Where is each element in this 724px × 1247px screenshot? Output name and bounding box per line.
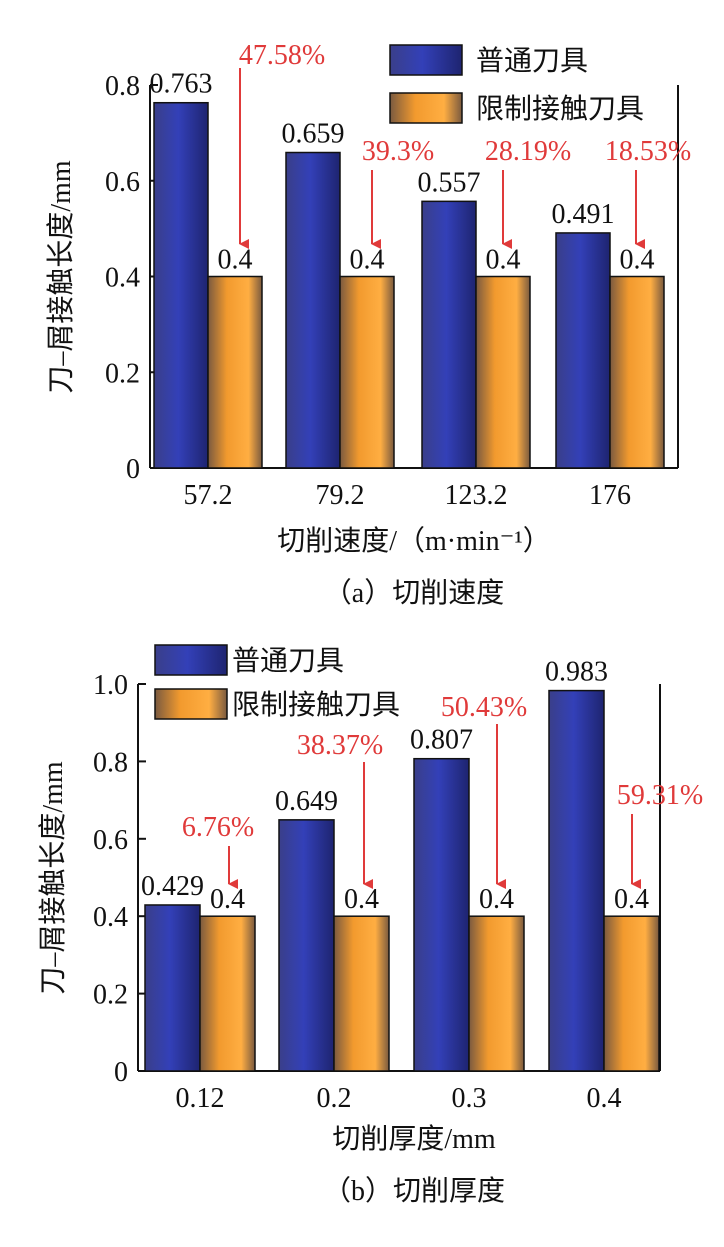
chart-a-y-tick-label: 0.4 xyxy=(105,263,140,294)
chart-a-data-label-standard: 0.763 xyxy=(150,69,213,100)
chart-a-reduction-label: 18.53% xyxy=(605,136,691,167)
chart-b-data-label-limited: 0.4 xyxy=(344,884,379,915)
chart-b-x-tick-label: 0.3 xyxy=(452,1083,487,1114)
chart-a-data-label-limited: 0.4 xyxy=(620,245,655,276)
chart-b-legend-swatch-limited xyxy=(154,688,228,720)
chart-b-bar-limited xyxy=(333,915,390,1072)
chart-b-y-tick-label: 0.6 xyxy=(93,825,128,856)
chart-a-y-tick-label: 0.2 xyxy=(105,358,140,389)
chart-a-x-axis-label: 切削速度/（m·min⁻¹） xyxy=(277,525,551,557)
chart-a-data-label-limited: 0.4 xyxy=(350,245,385,276)
chart-a-bar-limited xyxy=(339,275,395,469)
chart-b-y-tick-label: 0 xyxy=(114,1057,128,1088)
chart-b-legend-label-limited: 限制接触刀具 xyxy=(232,689,400,721)
chart-b-bar-standard xyxy=(278,819,335,1072)
chart-b-data-label-standard: 0.649 xyxy=(275,786,338,817)
chart-b-data-label-standard: 0.983 xyxy=(545,657,608,688)
chart-b-y-tick-label: 1.0 xyxy=(93,670,128,701)
chart-b-x-axis-label: 切削厚度/mm xyxy=(332,1123,496,1155)
chart-b-bar-limited xyxy=(199,915,256,1072)
chart-a-legend-label-standard: 普通刀具 xyxy=(476,45,588,77)
chart-b-data-label-limited: 0.4 xyxy=(210,884,245,915)
chart-a-x-tick-label: 79.2 xyxy=(316,480,365,511)
chart-a-bar-standard xyxy=(285,151,341,469)
chart-a-data-label-standard: 0.557 xyxy=(418,167,481,198)
chart-a-reduction-label: 28.19% xyxy=(485,136,571,167)
chart-a-bar-limited xyxy=(207,275,263,469)
chart-a-bar-standard xyxy=(153,101,209,469)
chart-a-data-label-standard: 0.659 xyxy=(282,119,345,150)
chart-a-legend-label-limited: 限制接触刀具 xyxy=(476,93,644,125)
chart-b-bar-standard xyxy=(144,904,201,1072)
chart-b-legend-label-standard: 普通刀具 xyxy=(232,645,344,677)
chart-b-legend-swatch-standard xyxy=(154,644,228,676)
chart-b-y-tick-label: 0.4 xyxy=(93,902,128,933)
chart-b-x-tick-label: 0.2 xyxy=(317,1083,352,1114)
chart-a-bar-limited xyxy=(609,275,665,469)
chart-b-reduction-label: 50.43% xyxy=(441,692,527,723)
chart-b-reduction-label: 6.76% xyxy=(182,812,254,843)
chart-a-caption: （a）切削速度 xyxy=(324,577,504,609)
chart-b-data-label-standard: 0.429 xyxy=(141,871,204,902)
chart-a-data-label-limited: 0.4 xyxy=(486,245,521,276)
chart-a-y-axis-label: 刀–屑接触长度/mm xyxy=(45,160,77,394)
chart-b-bar-limited xyxy=(468,915,525,1072)
chart-b-reduction-label: 38.37% xyxy=(297,730,383,761)
chart-b-bar-standard xyxy=(548,689,605,1072)
chart-b-reduction-label: 59.31% xyxy=(617,780,703,811)
chart-a-y-tick-label: 0.8 xyxy=(105,71,140,102)
chart-a-x-tick-label: 57.2 xyxy=(184,480,233,511)
chart-a-reduction-label: 47.58% xyxy=(239,40,325,71)
chart-a-x-tick-label: 176 xyxy=(589,480,631,511)
chart-a-reduction-label: 39.3% xyxy=(362,136,434,167)
chart-a-data-label-standard: 0.491 xyxy=(552,199,615,230)
chart-a-legend-swatch-limited xyxy=(389,92,463,124)
chart-b-caption: （b）切削厚度 xyxy=(323,1175,505,1207)
chart-a-bar-standard xyxy=(421,200,477,469)
chart-b-data-label-standard: 0.807 xyxy=(410,725,473,756)
chart-a-legend-swatch-standard xyxy=(389,44,463,76)
chart-a-bar-limited xyxy=(475,275,531,469)
chart-b: 刀–屑接触长度/mm 切削厚度/mm （b）切削厚度 0 0.2 0.4 0.6 0.8… xyxy=(37,644,703,1207)
chart-b-y-axis-label: 刀–屑接触长度/mm xyxy=(37,761,69,995)
chart-a-bar-standard xyxy=(555,232,611,469)
chart-a-data-label-limited: 0.4 xyxy=(218,245,253,276)
chart-b-bar-limited xyxy=(603,915,660,1072)
chart-b-data-label-limited: 0.4 xyxy=(479,884,514,915)
chart-b-x-tick-label: 0.4 xyxy=(587,1083,622,1114)
chart-a: 刀–屑接触长度/mm 切削速度/（m·min⁻¹） （a）切削速度 0 0.2 0.… xyxy=(45,40,691,609)
chart-b-y-tick-label: 0.8 xyxy=(93,747,128,778)
chart-b-bar-standard xyxy=(413,757,470,1072)
chart-b-data-label-limited: 0.4 xyxy=(614,884,649,915)
chart-b-x-tick-label: 0.12 xyxy=(176,1083,225,1114)
chart-b-y-tick-label: 0.2 xyxy=(93,980,128,1011)
chart-a-y-tick-label: 0 xyxy=(126,454,140,485)
chart-a-x-tick-label: 123.2 xyxy=(445,480,508,511)
chart-a-y-tick-label: 0.6 xyxy=(105,167,140,198)
